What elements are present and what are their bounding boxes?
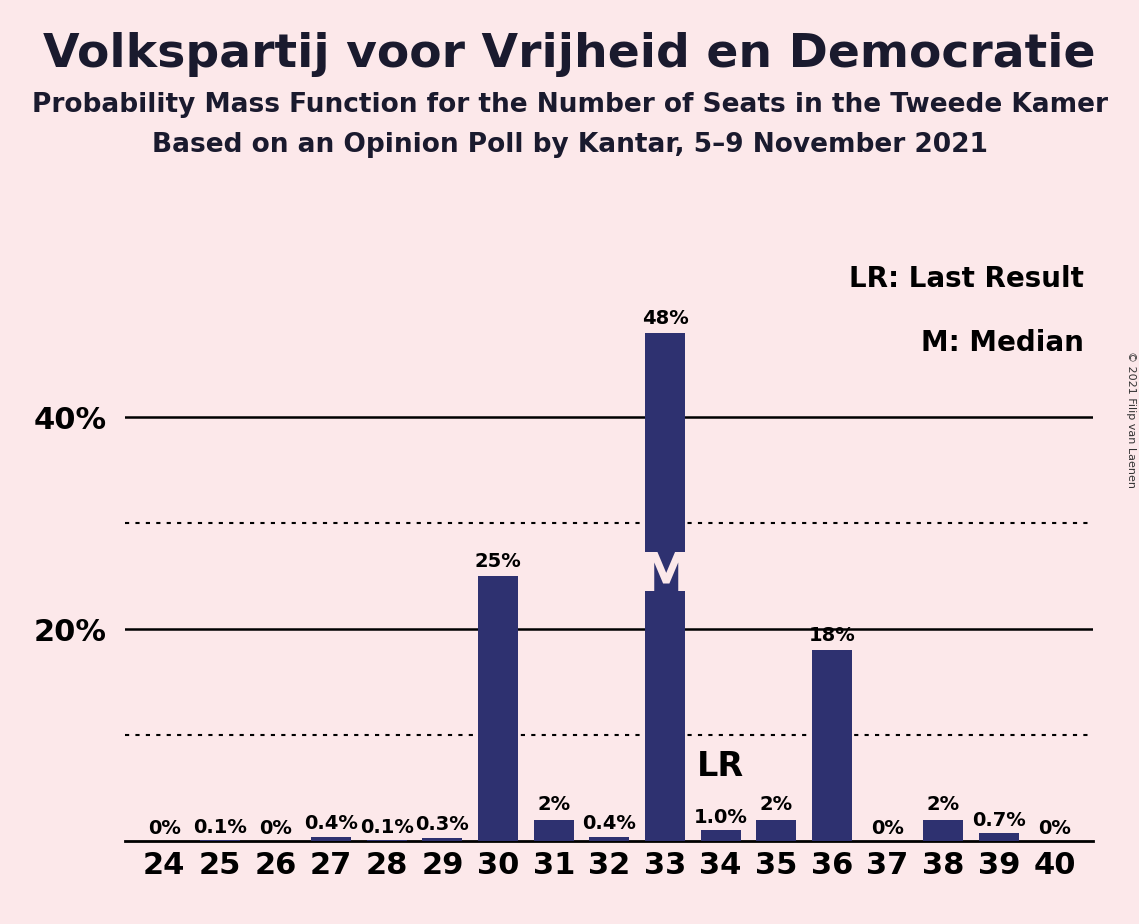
Bar [589,836,630,841]
Text: 0%: 0% [1038,819,1071,838]
Text: 0%: 0% [259,819,292,838]
Bar [478,577,518,841]
Text: 2%: 2% [538,796,571,814]
Text: 0.4%: 0.4% [304,814,358,833]
Text: 0%: 0% [871,819,904,838]
Text: 0.7%: 0.7% [972,811,1026,831]
Bar [756,820,796,841]
Text: 18%: 18% [809,626,855,645]
Text: 0.4%: 0.4% [582,814,637,833]
Text: 1.0%: 1.0% [694,808,747,827]
Bar [978,833,1019,841]
Bar [924,820,964,841]
Text: Probability Mass Function for the Number of Seats in the Tweede Kamer: Probability Mass Function for the Number… [32,92,1107,118]
Text: LR: LR [697,749,744,783]
Text: M: Median: M: Median [921,329,1084,357]
Bar [367,840,407,841]
Bar [534,820,574,841]
Text: Based on an Opinion Poll by Kantar, 5–9 November 2021: Based on an Opinion Poll by Kantar, 5–9 … [151,132,988,158]
Text: 48%: 48% [641,309,688,327]
Text: 0.3%: 0.3% [416,816,469,834]
Text: 0.1%: 0.1% [360,818,413,836]
Bar [645,333,685,841]
Text: 25%: 25% [475,552,522,571]
Text: 2%: 2% [927,796,960,814]
Bar [423,838,462,841]
Bar [311,836,351,841]
Text: Volkspartij voor Vrijheid en Democratie: Volkspartij voor Vrijheid en Democratie [43,32,1096,78]
Text: 0.1%: 0.1% [192,818,247,836]
Bar [812,650,852,841]
Bar [199,840,240,841]
Text: M: M [639,550,691,602]
Text: 0%: 0% [148,819,181,838]
Text: © 2021 Filip van Laenen: © 2021 Filip van Laenen [1126,351,1136,488]
Bar [700,831,740,841]
Text: 2%: 2% [760,796,793,814]
Text: LR: Last Result: LR: Last Result [849,264,1084,293]
